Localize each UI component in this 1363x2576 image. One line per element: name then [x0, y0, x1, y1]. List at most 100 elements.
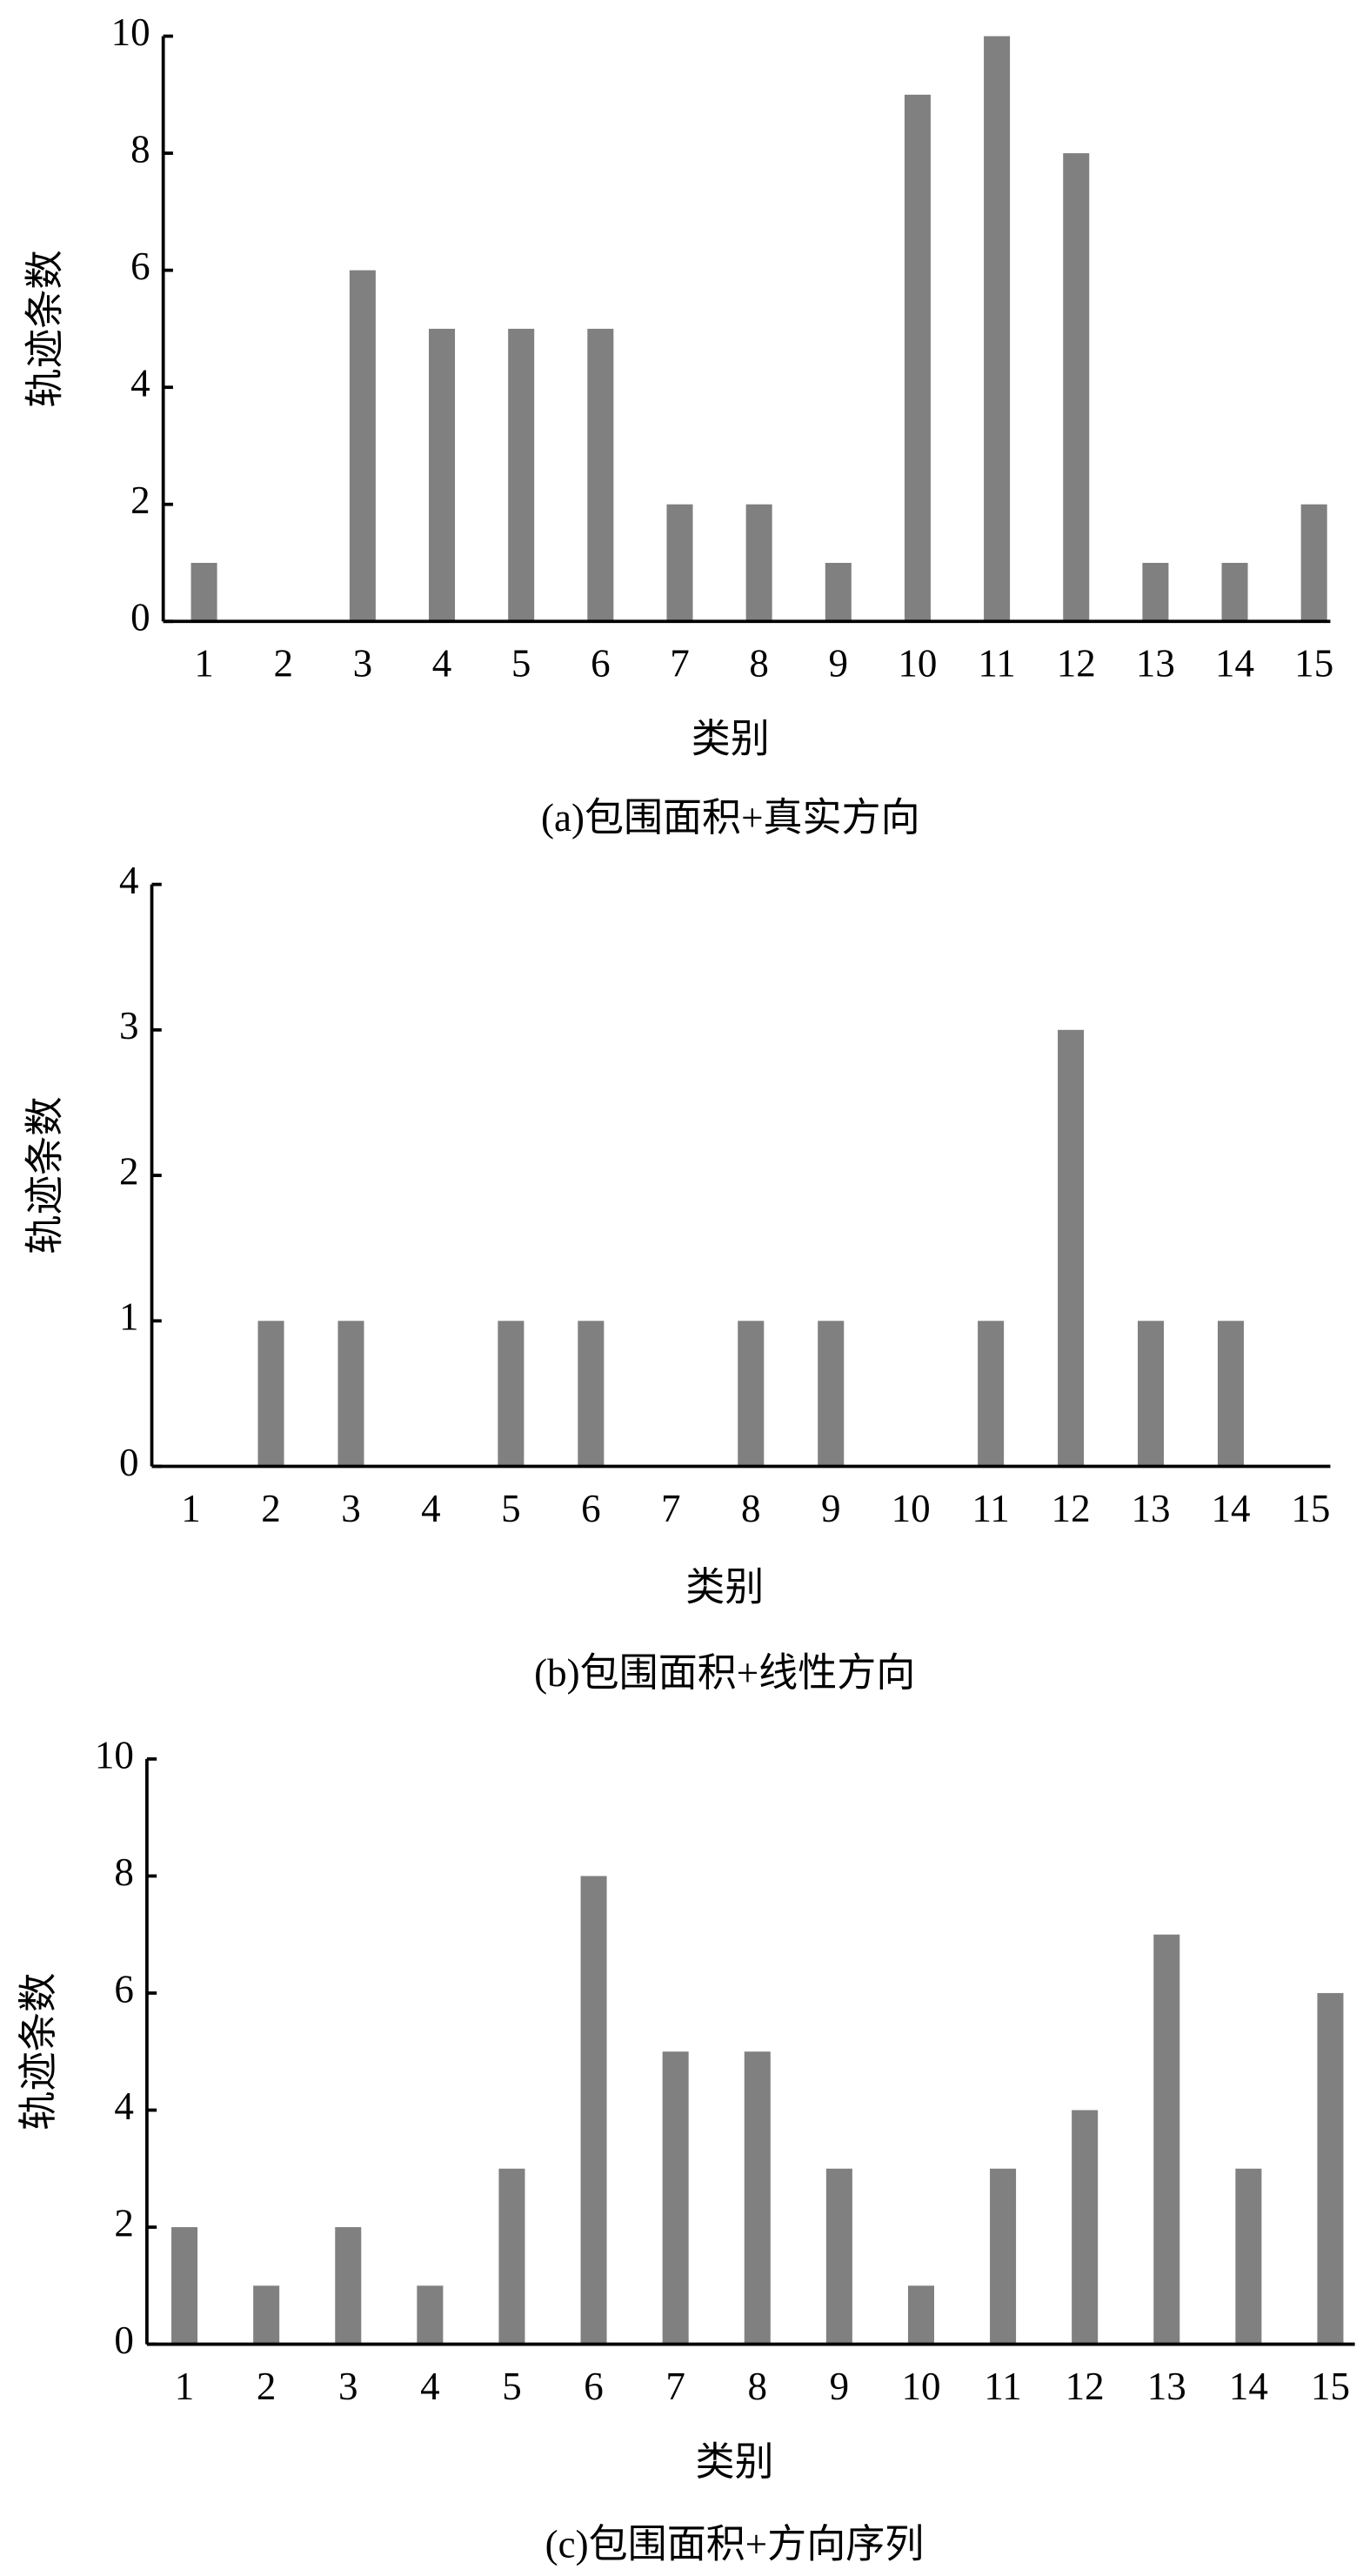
- bar: [1235, 2168, 1262, 2345]
- x-tick-label: 7: [670, 641, 690, 685]
- y-tick-label: 2: [114, 2201, 134, 2245]
- bar: [349, 270, 376, 622]
- bar: [578, 1321, 605, 1467]
- bar: [417, 2285, 444, 2345]
- bar: [825, 2168, 852, 2345]
- x-tick-label: 14: [1229, 2365, 1268, 2408]
- y-tick-label: 0: [130, 596, 150, 639]
- bar: [1317, 1992, 1344, 2345]
- x-tick-label: 8: [741, 1487, 761, 1530]
- bar: [662, 2051, 689, 2345]
- bar: [257, 1321, 284, 1467]
- y-tick-label: 10: [95, 1733, 134, 1776]
- bar: [907, 2285, 934, 2345]
- x-tick-label: 12: [1066, 2365, 1105, 2408]
- x-tick-label: 10: [901, 2365, 940, 2408]
- x-tick-label: 3: [338, 2365, 358, 2408]
- x-axis-label: 类别: [692, 717, 770, 760]
- x-tick-label: 13: [1132, 1487, 1171, 1530]
- y-axis-label: 轨迹条数: [17, 1973, 60, 2131]
- y-tick-label: 4: [114, 2084, 134, 2128]
- y-tick-label: 8: [130, 127, 150, 171]
- x-tick-label: 1: [181, 1487, 201, 1530]
- bar: [337, 1321, 364, 1467]
- y-tick-label: 0: [119, 1441, 139, 1484]
- chart-title: (b)包围面积+线性方向: [534, 1651, 915, 1695]
- bar: [429, 328, 456, 622]
- x-tick-label: 13: [1136, 641, 1175, 685]
- chart-title: (a)包围面积+真实方向: [541, 796, 920, 840]
- y-tick-label: 6: [130, 244, 150, 288]
- x-axis-label: 类别: [695, 2440, 773, 2484]
- bar: [580, 1876, 607, 2345]
- bar: [738, 1321, 765, 1467]
- x-tick-label: 7: [661, 1487, 681, 1530]
- x-tick-label: 15: [1291, 1487, 1330, 1530]
- bar: [984, 36, 1011, 622]
- x-tick-label: 2: [261, 1487, 281, 1530]
- x-tick-label: 12: [1057, 641, 1096, 685]
- x-tick-label: 10: [892, 1487, 931, 1530]
- y-tick-label: 10: [111, 10, 150, 54]
- x-tick-label: 2: [257, 2365, 277, 2408]
- x-tick-label: 7: [665, 2365, 685, 2408]
- y-tick-label: 8: [114, 1850, 134, 1894]
- bar: [744, 2051, 771, 2345]
- bar: [818, 1321, 845, 1467]
- x-tick-label: 14: [1211, 1487, 1250, 1530]
- bar: [190, 562, 217, 622]
- x-tick-label: 3: [341, 1487, 361, 1530]
- x-tick-label: 1: [175, 2365, 195, 2408]
- x-tick-label: 15: [1294, 641, 1333, 685]
- bar: [335, 2227, 362, 2345]
- x-tick-label: 4: [421, 1487, 441, 1530]
- x-tick-label: 12: [1052, 1487, 1091, 1530]
- x-tick-label: 15: [1311, 2365, 1350, 2408]
- bar: [904, 94, 931, 622]
- bar: [1217, 1321, 1245, 1467]
- x-tick-label: 10: [898, 641, 937, 685]
- x-tick-label: 14: [1215, 641, 1254, 685]
- y-axis-label: 轨迹条数: [23, 1096, 67, 1254]
- bar: [1300, 504, 1327, 622]
- bar: [253, 2285, 280, 2345]
- x-tick-label: 8: [749, 641, 769, 685]
- bar: [171, 2227, 198, 2345]
- bar: [498, 2168, 525, 2345]
- bar: [978, 1321, 1005, 1467]
- bar: [498, 1321, 524, 1467]
- bar: [1058, 1029, 1085, 1467]
- x-tick-label: 4: [420, 2365, 440, 2408]
- x-tick-label: 3: [353, 641, 373, 685]
- bar: [1153, 1934, 1180, 2345]
- bar: [1138, 1321, 1165, 1467]
- bar: [745, 504, 772, 622]
- y-tick-label: 4: [119, 859, 139, 902]
- x-tick-label: 9: [829, 641, 849, 685]
- y-tick-label: 6: [114, 1967, 134, 2011]
- bar: [825, 562, 852, 622]
- y-tick-label: 1: [119, 1295, 139, 1339]
- x-tick-label: 5: [502, 2365, 522, 2408]
- y-tick-label: 4: [130, 361, 150, 405]
- bar: [666, 504, 693, 622]
- x-tick-label: 6: [584, 2365, 604, 2408]
- y-tick-label: 3: [119, 1004, 139, 1047]
- x-tick-label: 13: [1147, 2365, 1186, 2408]
- x-tick-label: 5: [511, 641, 531, 685]
- bar: [508, 328, 535, 622]
- bar: [990, 2168, 1017, 2345]
- x-tick-label: 2: [273, 641, 293, 685]
- x-tick-label: 11: [972, 1487, 1009, 1530]
- bar: [1072, 2110, 1099, 2345]
- x-tick-label: 5: [501, 1487, 521, 1530]
- bar: [587, 328, 614, 622]
- x-tick-label: 11: [978, 641, 1015, 685]
- y-tick-label: 2: [119, 1149, 139, 1193]
- x-tick-label: 9: [830, 2365, 850, 2408]
- x-tick-label: 4: [432, 641, 452, 685]
- y-axis-label: 轨迹条数: [23, 250, 67, 407]
- x-tick-label: 8: [748, 2365, 768, 2408]
